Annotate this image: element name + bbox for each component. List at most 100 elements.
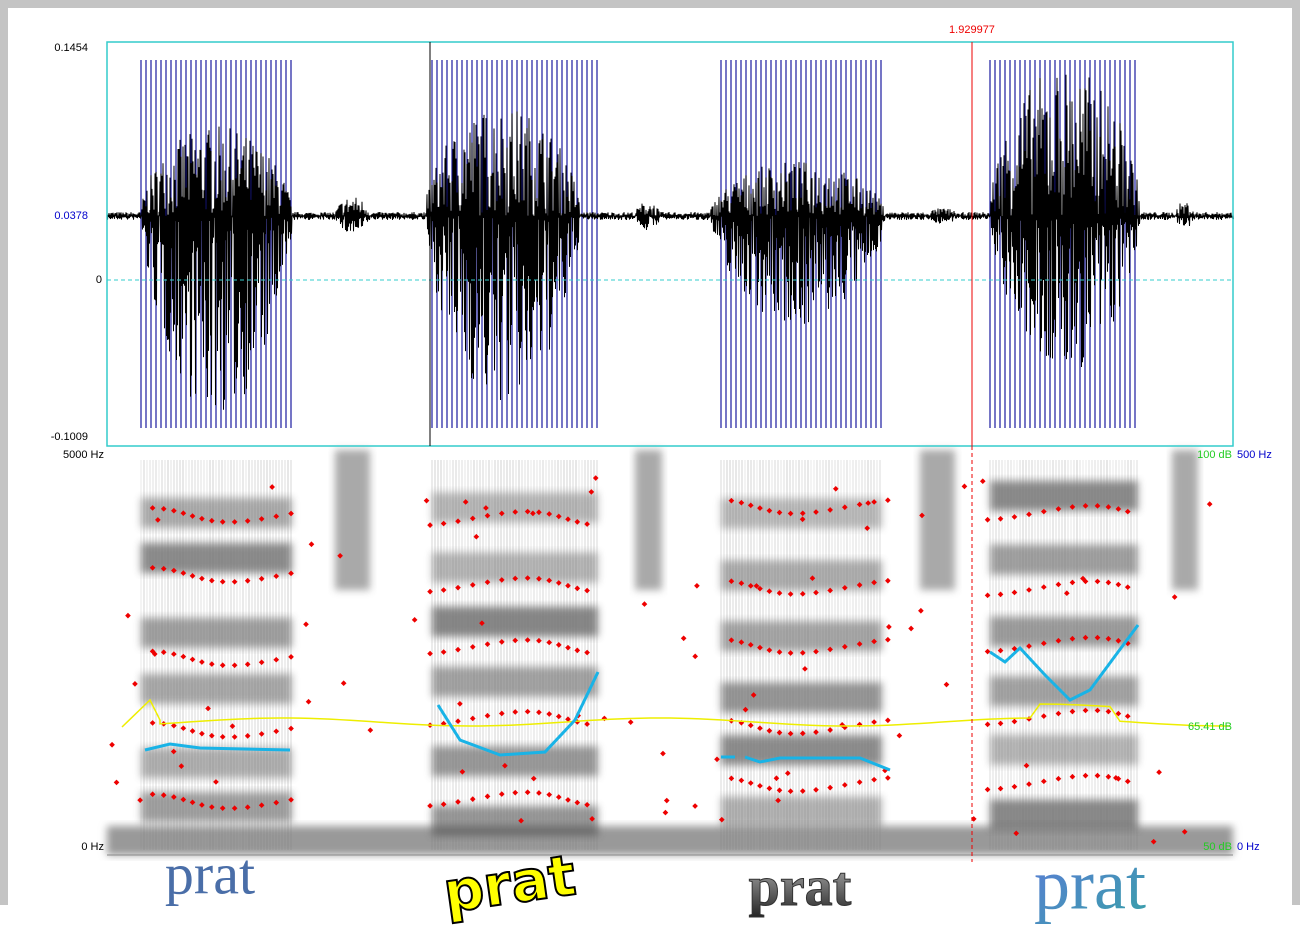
formant-dot: [455, 584, 461, 591]
formant-dot: [555, 580, 562, 586]
formant-dot: [584, 721, 590, 727]
spectrogram-bg: [107, 450, 1233, 855]
formant-dot: [498, 791, 505, 797]
formant-dot: [592, 475, 599, 481]
formant-band: [432, 606, 598, 637]
formant-dot: [303, 621, 309, 628]
formant-dot: [757, 644, 763, 651]
formant-dot: [1124, 778, 1131, 785]
formant-dot: [498, 510, 505, 517]
formant-dot: [231, 662, 238, 669]
formant-dot: [1156, 769, 1162, 776]
formant-dot: [1013, 830, 1020, 837]
formant-dot: [589, 815, 595, 822]
formant-dot: [984, 721, 991, 728]
formant-dot: [1011, 514, 1018, 520]
formant-dot: [694, 582, 700, 589]
formant-dot: [908, 625, 914, 632]
formant-dot: [109, 741, 115, 748]
formant-dot: [427, 522, 433, 528]
formant-dot: [1150, 838, 1157, 845]
formant-dot: [766, 507, 773, 514]
formant-dot: [231, 734, 238, 740]
word: prat: [749, 856, 852, 918]
formant-dot: [738, 580, 745, 587]
formant-dot: [660, 750, 666, 757]
formant-dot: [813, 648, 819, 655]
formant-dot: [524, 508, 531, 515]
formant-dot: [827, 727, 833, 733]
intensity: [121, 698, 1231, 728]
right-label: 500 Hz: [1237, 449, 1272, 461]
formant-dot: [787, 730, 794, 737]
formant-dot: [750, 692, 757, 698]
formant-dot: [1026, 511, 1032, 518]
formant-dot: [205, 705, 211, 712]
formant-dot: [469, 582, 476, 588]
formant-dot: [641, 601, 648, 607]
formant-band: [721, 620, 882, 651]
formant-dot: [692, 653, 699, 660]
formant-dot: [757, 505, 763, 511]
formant-dot: [787, 510, 794, 517]
formant-dot: [1206, 501, 1213, 507]
formant-band: [141, 792, 292, 823]
formant-dot: [258, 516, 265, 522]
formant-dot: [244, 518, 251, 524]
y-label: -0.1009: [51, 431, 88, 443]
formant-dot: [1026, 781, 1032, 787]
formant-band: [721, 682, 882, 713]
formant-dot: [738, 639, 745, 646]
formant-dot: [1069, 504, 1076, 510]
spectrogram-panel: [107, 450, 1233, 855]
formant-dot: [502, 762, 508, 769]
formant-dot: [1113, 775, 1119, 781]
formant-dot: [524, 575, 531, 581]
formant-dot: [512, 789, 519, 796]
formant-dot: [799, 510, 806, 517]
formant-dot: [961, 483, 968, 490]
formant-dot: [427, 588, 433, 595]
formant-dot: [258, 659, 265, 666]
fricative: [635, 450, 662, 590]
formant-dot: [459, 768, 466, 775]
formant-dot: [209, 661, 215, 667]
formant-dot: [776, 509, 783, 516]
formant-dot: [1082, 634, 1089, 641]
formant-dot: [473, 533, 480, 540]
formant-dot: [273, 573, 280, 579]
formant-dot: [766, 647, 773, 654]
formant-dot: [747, 502, 754, 509]
formant-band: [990, 616, 1138, 647]
formant-dot: [530, 510, 536, 517]
noise-floor: [107, 826, 1233, 855]
formant-dot: [871, 719, 877, 725]
formant-dot: [288, 570, 294, 577]
formant-dot: [423, 497, 430, 504]
formant-dot: [151, 651, 158, 657]
formant-dot: [273, 656, 280, 663]
formant-dot: [864, 525, 871, 531]
formant-dot: [231, 805, 238, 812]
formant-dot: [1040, 508, 1047, 515]
right-label: 100 dB: [1197, 449, 1232, 461]
formant-dot: [288, 725, 294, 732]
formant-dot: [747, 780, 754, 786]
formant-dot: [984, 516, 991, 523]
formant-dot: [692, 803, 698, 809]
formant-dot: [484, 579, 491, 586]
formant-dot: [871, 638, 877, 645]
formant-dot: [484, 712, 491, 719]
formant-dot: [149, 564, 156, 571]
formant-dot: [555, 713, 562, 720]
formant-dot: [229, 723, 236, 730]
formant-band: [141, 542, 292, 573]
formant-dot: [1011, 589, 1018, 596]
pitch: [436, 671, 600, 757]
formant-dot: [455, 799, 461, 805]
formant-dot: [160, 565, 167, 572]
y-label: 0 Hz: [81, 841, 104, 853]
formant-band: [990, 480, 1138, 511]
waveform: [106, 74, 1234, 410]
formant-dot: [787, 650, 794, 656]
